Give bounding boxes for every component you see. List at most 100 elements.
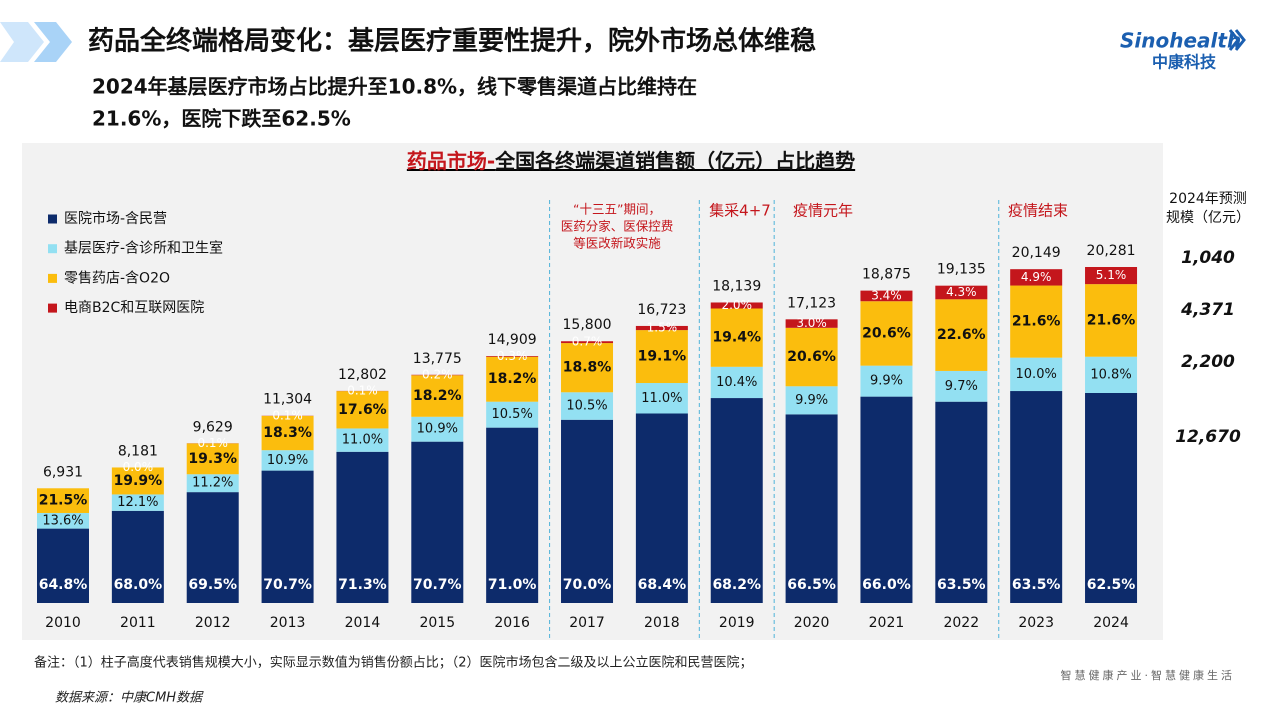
forecast-value: 4,371	[1180, 300, 1235, 320]
data-label: 0.0%	[123, 460, 154, 474]
total-label: 9,629	[193, 419, 233, 435]
bar-segment	[1010, 269, 1063, 286]
total-label: 15,800	[563, 317, 612, 333]
data-label: 0.7%	[572, 335, 603, 349]
data-label: 3.4%	[871, 288, 902, 302]
bar-segment	[261, 470, 314, 603]
bar-segment	[186, 474, 239, 493]
bar-segment	[561, 419, 614, 603]
slogan: 智慧健康产业·智慧健康生活	[1061, 668, 1236, 682]
data-label: 69.5%	[188, 577, 237, 593]
bar-segment	[635, 330, 688, 384]
total-label: 17,123	[787, 295, 836, 311]
bar-segment	[785, 319, 838, 328]
forecast-value: 2,200	[1181, 352, 1235, 372]
data-label: 13.6%	[42, 513, 83, 528]
data-label: 4.9%	[1021, 270, 1052, 284]
legend-swatch	[48, 273, 57, 283]
x-tick-label: 2016	[494, 615, 530, 631]
annotation: 等医改新政实施	[573, 236, 661, 251]
bar-segment	[1085, 393, 1138, 603]
bar-segment	[411, 375, 464, 417]
x-tick-label: 2010	[45, 615, 81, 631]
bar-segment	[486, 356, 539, 402]
bar-segment	[935, 370, 988, 402]
forecast-value: 12,670	[1175, 427, 1241, 447]
bar-segment	[37, 528, 89, 603]
logo-name: Sinohealth	[1120, 29, 1241, 53]
x-tick-label: 2021	[869, 615, 905, 631]
bar-segment	[486, 355, 539, 357]
data-label: 66.0%	[862, 577, 911, 593]
bar-segment	[336, 451, 389, 603]
data-label: 10.9%	[267, 453, 308, 468]
subtitle: 2024年基层医疗市场占比提升至10.8%，线下零售渠道占比维持在	[92, 75, 697, 99]
bar-segment	[860, 301, 913, 366]
legend-label: 零售药店-含O2O	[64, 270, 170, 286]
x-tick-label: 2015	[419, 615, 455, 631]
logo-mark	[1228, 29, 1246, 51]
data-label: 19.1%	[638, 349, 687, 365]
subtitle: 21.6%，医院下跌至62.5%	[92, 107, 351, 131]
data-label: 10.9%	[417, 422, 458, 437]
forecast-title: 2024年预测	[1169, 191, 1247, 207]
data-label: 71.3%	[338, 577, 387, 593]
legend-swatch	[48, 244, 57, 254]
data-label: 21.6%	[1012, 314, 1061, 330]
bar-segment	[1010, 285, 1063, 358]
total-label: 20,281	[1087, 243, 1136, 259]
bar-segment	[635, 413, 688, 603]
x-tick-label: 2020	[794, 615, 830, 631]
bar-segment	[860, 290, 913, 302]
data-label: 19.4%	[712, 330, 761, 346]
data-label: 10.0%	[1016, 367, 1057, 382]
chart-title-part: 药品市场-	[407, 149, 495, 173]
source: 数据来源：中康CMH数据	[55, 690, 204, 706]
data-label: 0.1%	[347, 384, 378, 398]
bar-segment	[111, 494, 164, 511]
x-tick-label: 2011	[120, 615, 156, 631]
x-tick-label: 2023	[1018, 615, 1054, 631]
bar-segment	[785, 414, 838, 603]
data-label: 10.5%	[566, 399, 607, 414]
data-label: 10.8%	[1090, 367, 1131, 382]
data-label: 9.9%	[795, 393, 828, 408]
data-label: 1.5%	[647, 321, 678, 335]
data-label: 22.6%	[937, 327, 986, 343]
bar-segment	[186, 443, 239, 475]
data-label: 3.0%	[796, 316, 827, 330]
data-label: 70.7%	[413, 577, 462, 593]
total-label: 11,304	[263, 392, 312, 408]
data-label: 0.1%	[197, 436, 228, 450]
bar-segment	[710, 302, 763, 309]
data-label: 19.3%	[188, 451, 237, 467]
forecast-title: 规模（亿元）	[1166, 210, 1250, 226]
x-tick-label: 2019	[719, 615, 755, 631]
legend-label: 医院市场-含民营	[64, 210, 167, 227]
total-label: 18,139	[712, 278, 761, 294]
data-label: 18.2%	[488, 371, 537, 387]
annotation: 疫情元年	[793, 202, 853, 220]
bar-segment	[561, 392, 614, 420]
chevron	[0, 22, 44, 62]
x-tick-label: 2013	[270, 615, 306, 631]
data-label: 20.6%	[787, 349, 836, 365]
data-label: 64.8%	[39, 577, 88, 593]
bar-segment	[336, 391, 389, 429]
data-label: 70.7%	[263, 577, 312, 593]
bar-segment	[411, 416, 464, 442]
x-tick-label: 2024	[1093, 615, 1129, 631]
bar-segment	[486, 427, 539, 603]
bar-segment	[261, 415, 314, 451]
data-label: 10.5%	[492, 407, 533, 422]
bar-segment	[37, 512, 89, 529]
logo-cn: 中康科技	[1152, 53, 1217, 72]
bar-segment	[1085, 356, 1138, 393]
data-label: 18.8%	[563, 360, 612, 376]
forecast-value: 1,040	[1181, 248, 1235, 268]
total-label: 16,723	[637, 302, 686, 318]
legend-swatch	[48, 214, 57, 224]
bar-segment	[935, 285, 988, 300]
bar-segment	[635, 383, 688, 414]
